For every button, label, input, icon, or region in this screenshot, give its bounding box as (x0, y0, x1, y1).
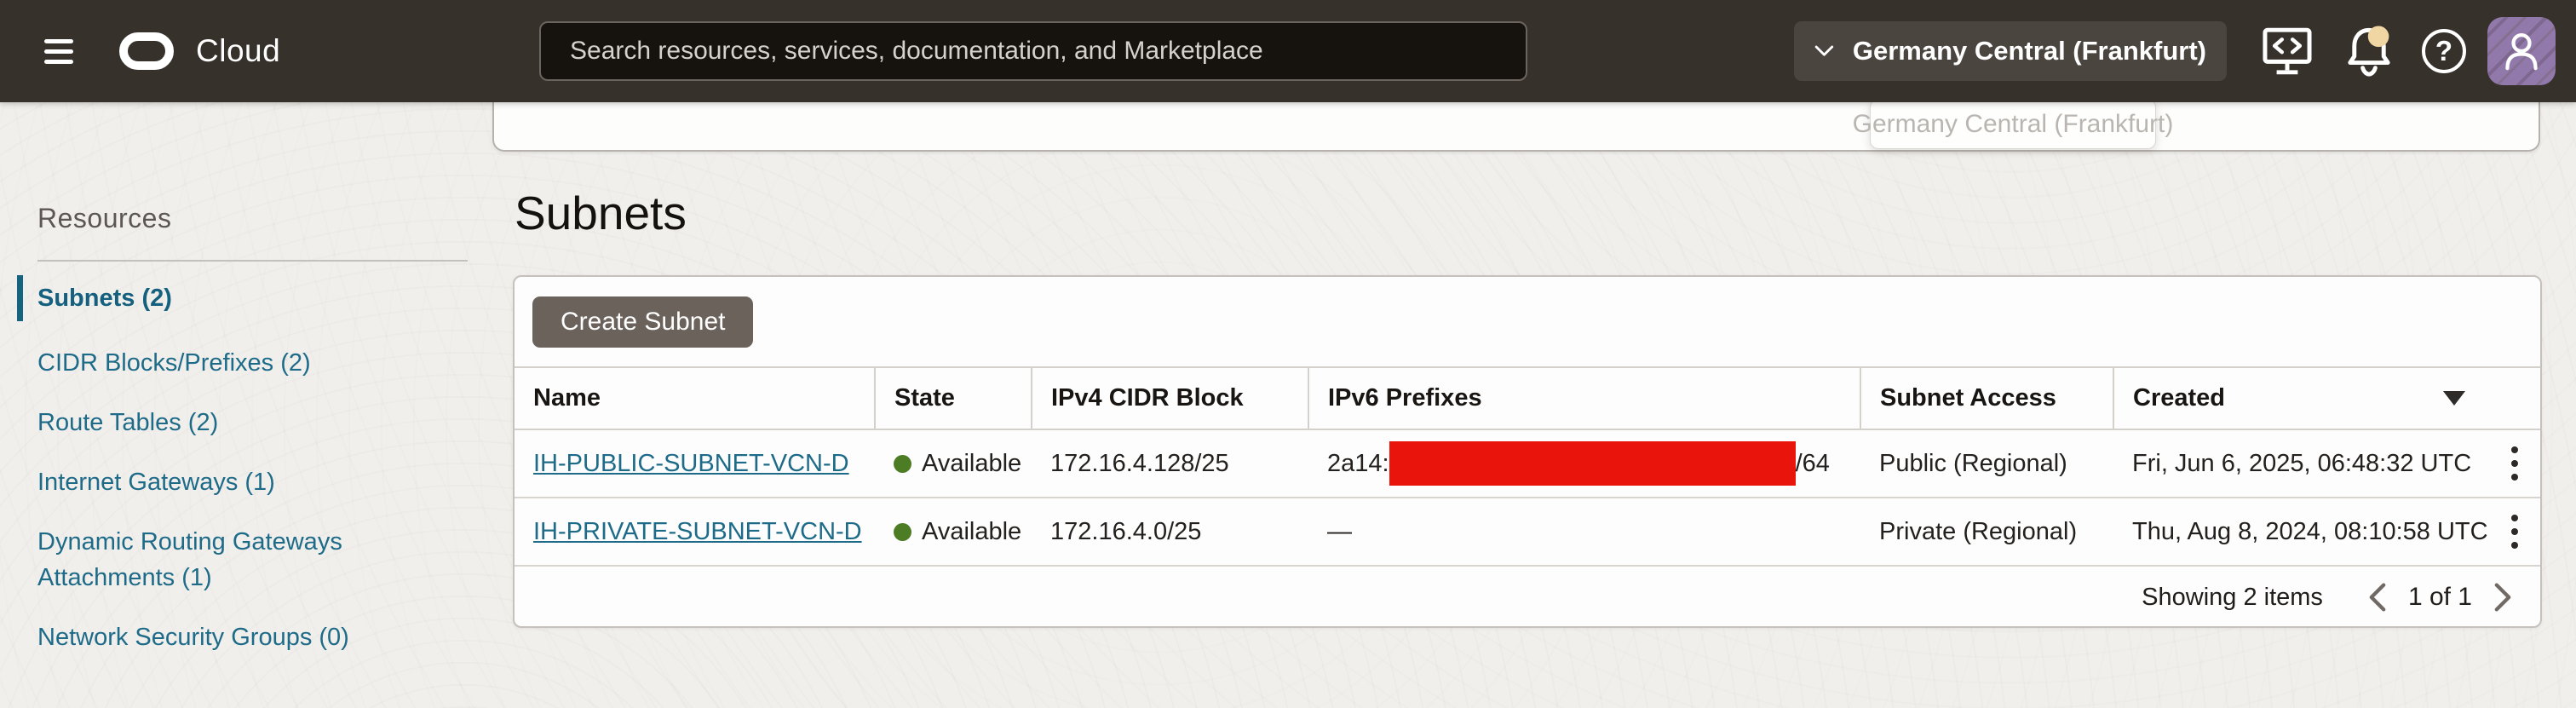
ipv6-prefix-cell: 2a14: /64 (1327, 430, 1860, 496)
column-header-ipv6[interactable]: IPv6 Prefixes (1308, 366, 1861, 430)
help-button[interactable]: ? (2412, 0, 2475, 102)
redacted-ipv6-block (1389, 441, 1796, 486)
region-selector-button[interactable]: Germany Central (Frankfurt) (1794, 21, 2227, 81)
brand-home-link[interactable]: Cloud (119, 0, 280, 102)
column-header-created[interactable]: Created (2113, 366, 2489, 430)
state-label: Available (922, 449, 1022, 477)
user-avatar[interactable] (2487, 17, 2556, 85)
notification-badge (2367, 26, 2389, 48)
sidebar-item-route-tables[interactable]: Route Tables (2) (37, 409, 219, 436)
region-label: Germany Central (Frankfurt) (1852, 36, 2206, 66)
user-icon (2505, 32, 2538, 71)
column-header-subnet-access[interactable]: Subnet Access (1860, 366, 2114, 430)
sidebar-item-internet-gateways[interactable]: Internet Gateways (1) (37, 469, 275, 496)
notifications-button[interactable] (2337, 0, 2401, 102)
brand-label: Cloud (196, 33, 281, 68)
row-actions-kebab-icon[interactable] (2489, 498, 2540, 564)
row-actions-kebab-icon[interactable] (2489, 430, 2540, 496)
state-available-icon (894, 454, 911, 473)
global-search-input[interactable] (539, 21, 1527, 81)
state-available-icon (894, 522, 911, 541)
cloud-shell-button[interactable] (2256, 0, 2319, 102)
oracle-logo-icon (119, 32, 174, 70)
subnets-table: Name State IPv4 CIDR Block IPv6 Prefixes… (515, 366, 2540, 567)
created-cell: Fri, Jun 6, 2025, 06:48:32 UTC (2113, 429, 2489, 498)
sort-desc-icon (2443, 391, 2465, 406)
scrolled-panel-bottom (492, 102, 2540, 152)
column-header-actions (2489, 366, 2540, 430)
sidebar-item-subnets[interactable]: Subnets (2) (17, 275, 468, 321)
created-header-label: Created (2133, 384, 2225, 412)
sidebar-item-network-security-groups[interactable]: Network Security Groups (0) (37, 624, 349, 651)
column-header-ipv4[interactable]: IPv4 CIDR Block (1032, 366, 1309, 430)
table-toolbar: Create Subnet (515, 277, 2540, 366)
ipv6-prefix-start: 2a14: (1327, 449, 1389, 477)
hamburger-menu-icon[interactable] (44, 31, 75, 72)
subnet-access-cell: Public (Regional) (1860, 429, 2113, 498)
subnet-access-cell: Private (Regional) (1860, 498, 2113, 567)
sidebar-item-cidr-blocks[interactable]: CIDR Blocks/Prefixes (2) (37, 349, 311, 377)
top-navigation-bar: Cloud Germany Central (Frankfurt) ? (0, 0, 2576, 102)
table-row: IH-PRIVATE-SUBNET-VCN-D Available 172.16… (515, 498, 2540, 567)
ipv4-cidr-cell: 172.16.4.0/25 (1032, 498, 1308, 567)
column-header-name[interactable]: Name (515, 366, 876, 430)
subnets-table-card: Create Subnet Name State IPv4 CIDR Block… (513, 275, 2542, 628)
pagination-prev-button[interactable] (2364, 582, 2391, 613)
ipv6-prefix-cell: — (1308, 498, 1860, 567)
help-icon: ? (2422, 29, 2466, 73)
page-title: Subnets (515, 187, 687, 239)
table-header-row: Name State IPv4 CIDR Block IPv6 Prefixes… (515, 366, 2540, 430)
table-row: IH-PUBLIC-SUBNET-VCN-D Available 172.16.… (515, 429, 2540, 498)
subnet-link-public[interactable]: IH-PUBLIC-SUBNET-VCN-D (533, 449, 849, 477)
ipv6-prefix-suffix: /64 (1795, 449, 1830, 477)
sidebar-title: Resources (37, 203, 172, 233)
subnet-link-private[interactable]: IH-PRIVATE-SUBNET-VCN-D (533, 517, 862, 545)
resources-sidebar: Resources Subnets (2) CIDR Blocks/Prefix… (17, 203, 468, 655)
table-footer: Showing 2 items 1 of 1 (515, 567, 2540, 628)
column-header-state[interactable]: State (875, 366, 1032, 430)
chevron-right-icon (2494, 583, 2511, 612)
bell-icon (2348, 26, 2390, 77)
chevron-left-icon (2369, 583, 2386, 612)
cloud-shell-icon (2263, 27, 2312, 75)
sidebar-divider (37, 260, 468, 262)
region-tooltip-text: Germany Central (Frankfurt) (1852, 109, 2174, 138)
region-tooltip: Germany Central (Frankfurt) (1853, 99, 2173, 149)
state-label: Available (922, 517, 1022, 545)
chevron-down-icon (1814, 45, 1834, 56)
pagination-next-button[interactable] (2489, 582, 2516, 613)
items-summary: Showing 2 items (2142, 583, 2323, 611)
created-cell: Thu, Aug 8, 2024, 08:10:58 UTC (2113, 498, 2489, 567)
sidebar-item-drg-attachments[interactable]: Dynamic Routing Gateways Attachments (1) (37, 528, 342, 591)
ipv4-cidr-cell: 172.16.4.128/25 (1032, 429, 1308, 498)
create-subnet-button[interactable]: Create Subnet (532, 296, 754, 348)
page-indicator: 1 of 1 (2407, 583, 2472, 611)
